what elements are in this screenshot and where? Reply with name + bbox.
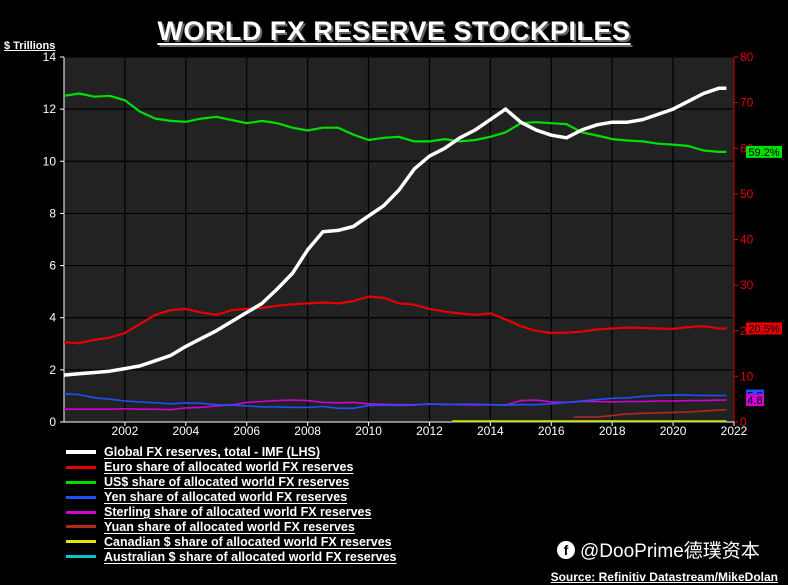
facebook-icon: f	[557, 540, 575, 559]
watermark: f @DooPrime德璞资本	[557, 536, 760, 563]
x-tick-label: 2018	[599, 424, 626, 438]
left-tick-label: 4	[49, 311, 56, 325]
end-value-label: 4.8	[747, 395, 762, 407]
chart-title: WORLD FX RESERVE STOCKPILES	[157, 16, 631, 46]
end-value-label: 59.2%	[748, 147, 779, 159]
left-tick-label: 10	[43, 154, 57, 168]
left-axis-unit: $ Trillions	[4, 40, 56, 52]
x-tick-label: 2004	[172, 424, 199, 438]
end-value-label: 20.5%	[748, 323, 779, 335]
series-line-sterling	[64, 399, 727, 411]
x-tick-label: 2002	[112, 424, 139, 438]
left-tick-label: 0	[49, 415, 56, 429]
series-line-global	[63, 86, 727, 377]
legend-swatch	[66, 510, 96, 514]
right-tick-label: 80	[740, 50, 754, 64]
legend-label: Euro share of allocated world FX reserve…	[104, 460, 354, 475]
right-tick-label: 50	[740, 187, 754, 201]
legend-swatch	[66, 495, 96, 499]
x-tick-label: 2022	[721, 424, 748, 438]
legend-label: Australian $ share of allocated world FX…	[104, 549, 397, 564]
end-label-box	[746, 322, 782, 335]
x-tick-label: 2016	[538, 424, 565, 438]
legend-swatch	[66, 525, 96, 529]
right-tick-label: 30	[740, 278, 754, 292]
legend-label: Yen share of allocated world FX reserves	[104, 490, 348, 505]
series-line-yuan	[574, 408, 727, 418]
legend-item: Australian $ share of allocated world FX…	[66, 549, 396, 564]
legend-swatch	[66, 480, 96, 484]
legend-item: Canadian $ share of allocated world FX r…	[66, 534, 396, 549]
legend-swatch	[66, 555, 96, 559]
x-tick-label: 2008	[294, 424, 321, 438]
x-tick-label: 2006	[233, 424, 260, 438]
legend-label: Canadian $ share of allocated world FX r…	[104, 534, 392, 549]
source-note: Source: Refinitiv Datastream/MikeDolan	[550, 570, 778, 584]
legend: Global FX reserves, total - IMF (LHS) Eur…	[66, 445, 396, 564]
right-tick-label: 0	[740, 415, 747, 429]
legend-swatch	[66, 465, 96, 469]
legend-label: Yuan share of allocated world FX reserve…	[104, 519, 355, 534]
legend-item: Global FX reserves, total - IMF (LHS)	[66, 445, 396, 460]
left-tick-label: 8	[49, 206, 56, 220]
series-line-us	[63, 92, 727, 153]
legend-item: Yuan share of allocated world FX reserve…	[66, 519, 396, 534]
plot-area	[64, 57, 734, 422]
left-tick-label: 6	[49, 259, 56, 273]
x-tick-label: 2014	[477, 424, 504, 438]
end-label-box	[746, 394, 764, 407]
legend-label: Sterling share of allocated world FX res…	[104, 505, 372, 519]
legend-label: Global FX reserves, total - IMF (LHS)	[104, 445, 321, 460]
right-tick-label: 10	[740, 369, 754, 383]
x-tick-label: 2020	[660, 424, 687, 438]
legend-swatch	[66, 540, 96, 544]
left-tick-label: 2	[49, 363, 56, 377]
end-label-box	[746, 145, 782, 158]
legend-item: Sterling share of allocated world FX res…	[66, 505, 396, 520]
x-tick-label: 2012	[416, 424, 443, 438]
legend-swatch	[66, 450, 96, 455]
x-tick-label: 2010	[355, 424, 382, 438]
right-tick-label: 40	[740, 233, 754, 247]
left-tick-label: 12	[43, 102, 57, 116]
legend-item: Euro share of allocated world FX reserve…	[66, 460, 396, 475]
series-line-yen	[63, 392, 727, 410]
legend-item: US$ share of allocated world FX reserves	[66, 475, 396, 490]
watermark-text: @DooPrime德璞资本	[580, 541, 760, 562]
right-tick-label: 70	[740, 96, 754, 110]
legend-label: US$ share of allocated world FX reserves	[104, 475, 350, 490]
legend-item: Yen share of allocated world FX reserves	[66, 490, 396, 505]
left-tick-label: 14	[43, 50, 57, 64]
series-line-euro	[63, 295, 727, 345]
